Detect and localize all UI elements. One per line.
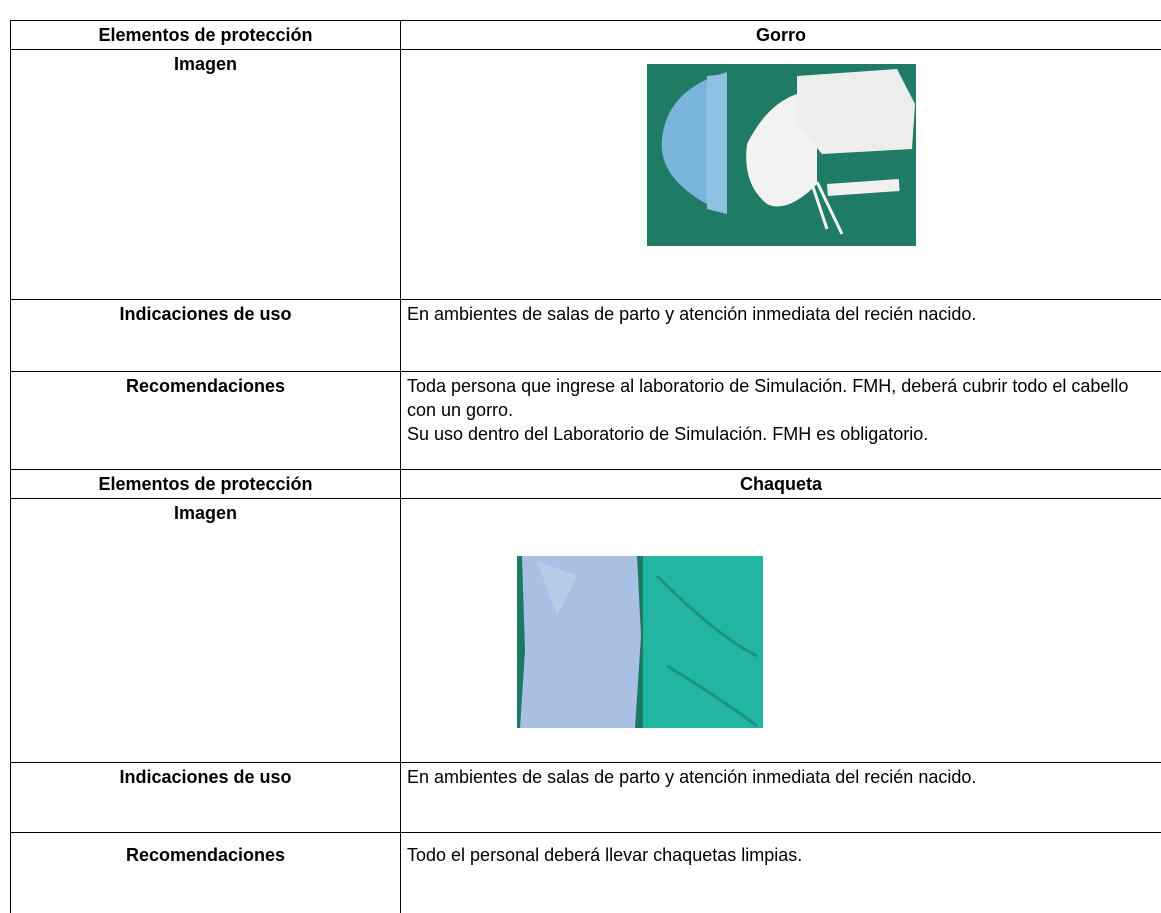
recommendations-label: Recomendaciones — [11, 372, 401, 470]
ppe-table: Elementos de protección Gorro Imagen Ind… — [10, 20, 1161, 913]
indications-label: Indicaciones de uso — [11, 763, 401, 833]
image-label: Imagen — [11, 499, 401, 763]
header-item: Chaqueta — [401, 470, 1161, 499]
recommendation: Su uso dentro del Laboratorio de Simulac… — [407, 422, 1155, 446]
header-item: Gorro — [401, 21, 1161, 50]
header-label: Elementos de protección — [11, 21, 401, 50]
indications: En ambientes de salas de parto y atenció… — [401, 763, 1161, 833]
recommendation: Todo el personal deberá llevar chaquetas… — [407, 843, 1155, 867]
recommendations: Todo el personal deberá llevar chaquetas… — [401, 833, 1161, 913]
recommendation: Toda persona que ingrese al laboratorio … — [407, 374, 1155, 422]
image-label: Imagen — [11, 50, 401, 300]
recommendations-label: Recomendaciones — [11, 833, 401, 913]
recommendations: Toda persona que ingrese al laboratorio … — [401, 372, 1161, 470]
indications-label: Indicaciones de uso — [11, 300, 401, 372]
jacket-image — [517, 556, 763, 728]
cap-image — [647, 64, 916, 246]
image-cell — [401, 499, 1161, 763]
image-cell — [401, 50, 1161, 300]
header-label: Elementos de protección — [11, 470, 401, 499]
indications: En ambientes de salas de parto y atenció… — [401, 300, 1161, 372]
